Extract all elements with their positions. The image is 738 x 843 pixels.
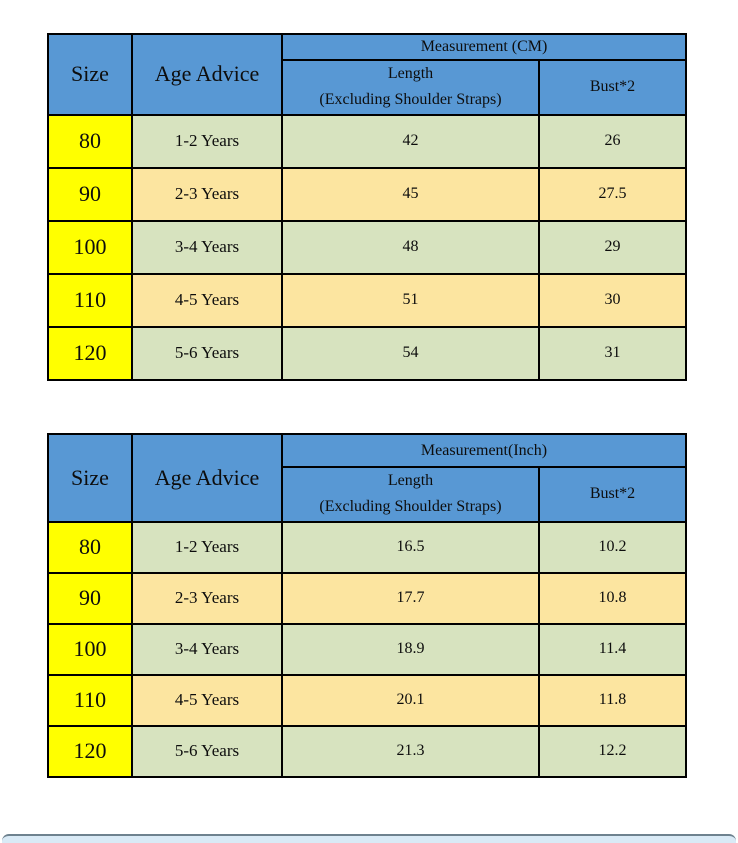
size-chart-table-inch: Size Age Advice Measurement(Inch) Length… bbox=[47, 433, 688, 778]
column-header-bust: Bust*2 bbox=[537, 466, 688, 523]
column-header-bust: Bust*2 bbox=[537, 59, 688, 116]
length-cell: 20.1 bbox=[281, 673, 540, 727]
length-sublabel: (Excluding Shoulder Straps) bbox=[319, 91, 502, 109]
size-cell: 110 bbox=[47, 673, 133, 727]
length-cell: 18.9 bbox=[281, 622, 540, 676]
table-row: 120 5-6 Years 21.3 12.2 bbox=[47, 724, 688, 778]
bust-cell: 12.2 bbox=[537, 724, 688, 778]
measurement-group-header-inch: Measurement(Inch) bbox=[280, 433, 688, 468]
bust-cell: 10.2 bbox=[537, 520, 688, 574]
table-inch-header: Size Age Advice Measurement(Inch) Length… bbox=[47, 433, 688, 523]
table-row: 90 2-3 Years 45 27.5 bbox=[47, 166, 688, 222]
age-cell: 2-3 Years bbox=[131, 571, 283, 625]
table-row: 80 1-2 Years 16.5 10.2 bbox=[47, 520, 688, 574]
table-row: 100 3-4 Years 48 29 bbox=[47, 219, 688, 275]
age-cell: 3-4 Years bbox=[131, 622, 283, 676]
length-cell: 51 bbox=[281, 272, 540, 328]
length-cell: 16.5 bbox=[281, 520, 540, 574]
table-row: 90 2-3 Years 17.7 10.8 bbox=[47, 571, 688, 625]
column-header-age-advice: Age Advice bbox=[131, 433, 283, 523]
length-cell: 21.3 bbox=[281, 724, 540, 778]
column-header-length: Length (Excluding Shoulder Straps) bbox=[281, 466, 540, 523]
bust-cell: 10.8 bbox=[537, 571, 688, 625]
age-cell: 4-5 Years bbox=[131, 272, 283, 328]
length-cell: 42 bbox=[281, 113, 540, 169]
bust-cell: 11.4 bbox=[537, 622, 688, 676]
age-cell: 1-2 Years bbox=[131, 520, 283, 574]
bust-cell: 31 bbox=[537, 325, 688, 381]
length-label: Length bbox=[387, 472, 434, 489]
measurement-group-header-cm: Measurement (CM) bbox=[280, 33, 688, 61]
table-row: 80 1-2 Years 42 26 bbox=[47, 113, 688, 169]
bust-cell: 11.8 bbox=[537, 673, 688, 727]
size-cell: 120 bbox=[47, 325, 133, 381]
table-cm-header: Size Age Advice Measurement (CM) Length … bbox=[47, 33, 688, 116]
bust-cell: 29 bbox=[537, 219, 688, 275]
length-cell: 48 bbox=[281, 219, 540, 275]
column-header-size: Size bbox=[47, 33, 133, 116]
age-cell: 1-2 Years bbox=[131, 113, 283, 169]
table-row: 100 3-4 Years 18.9 11.4 bbox=[47, 622, 688, 676]
length-cell: 17.7 bbox=[281, 571, 540, 625]
size-cell: 90 bbox=[47, 166, 133, 222]
bust-cell: 30 bbox=[537, 272, 688, 328]
column-header-length: Length (Excluding Shoulder Straps) bbox=[281, 59, 540, 116]
size-cell: 120 bbox=[47, 724, 133, 778]
age-cell: 2-3 Years bbox=[131, 166, 283, 222]
size-cell: 110 bbox=[47, 272, 133, 328]
size-cell: 100 bbox=[47, 622, 133, 676]
length-label: Length bbox=[387, 65, 434, 82]
length-cell: 45 bbox=[281, 166, 540, 222]
age-cell: 5-6 Years bbox=[131, 325, 283, 381]
section-divider-bar bbox=[2, 834, 736, 843]
size-chart-table-cm: Size Age Advice Measurement (CM) Length … bbox=[47, 33, 688, 381]
bust-cell: 27.5 bbox=[537, 166, 688, 222]
size-cell: 100 bbox=[47, 219, 133, 275]
column-header-age-advice: Age Advice bbox=[131, 33, 283, 116]
bust-cell: 26 bbox=[537, 113, 688, 169]
size-cell: 80 bbox=[47, 113, 133, 169]
length-sublabel: (Excluding Shoulder Straps) bbox=[319, 498, 502, 516]
age-cell: 4-5 Years bbox=[131, 673, 283, 727]
column-header-size: Size bbox=[47, 433, 133, 523]
age-cell: 3-4 Years bbox=[131, 219, 283, 275]
size-cell: 80 bbox=[47, 520, 133, 574]
age-cell: 5-6 Years bbox=[131, 724, 283, 778]
length-cell: 54 bbox=[281, 325, 540, 381]
table-row: 120 5-6 Years 54 31 bbox=[47, 325, 688, 381]
table-row: 110 4-5 Years 20.1 11.8 bbox=[47, 673, 688, 727]
size-cell: 90 bbox=[47, 571, 133, 625]
table-row: 110 4-5 Years 51 30 bbox=[47, 272, 688, 328]
